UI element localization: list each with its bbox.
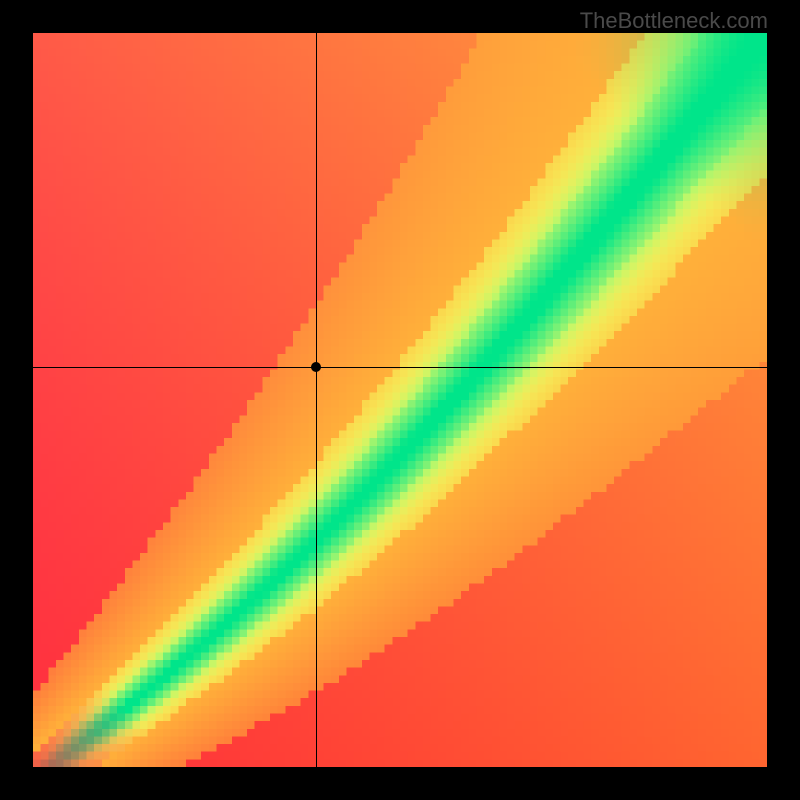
watermark-text: TheBottleneck.com bbox=[580, 8, 768, 34]
plot-area bbox=[33, 33, 767, 767]
chart-container: TheBottleneck.com bbox=[0, 0, 800, 800]
crosshair-horizontal bbox=[33, 367, 767, 368]
crosshair-vertical bbox=[316, 33, 317, 767]
heatmap-canvas bbox=[33, 33, 767, 767]
crosshair-marker bbox=[311, 362, 321, 372]
